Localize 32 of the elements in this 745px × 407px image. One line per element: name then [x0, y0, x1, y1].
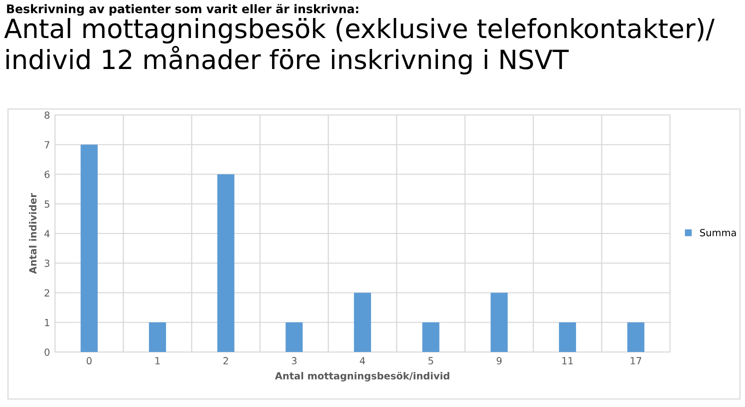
- x-tick-label: 4: [360, 357, 366, 364]
- legend-label: Summa: [700, 228, 736, 236]
- y-tick-label: 4: [44, 230, 50, 238]
- bar: [354, 292, 372, 352]
- bar: [80, 144, 98, 352]
- bar: [558, 322, 576, 352]
- x-tick-label: 5: [428, 357, 434, 364]
- y-axis-title: Antal individer: [28, 193, 37, 274]
- x-tick-label: 3: [292, 357, 296, 364]
- y-tick-label: 1: [45, 318, 50, 326]
- x-tick-label: 2: [223, 357, 228, 364]
- y-tick-label: 8: [44, 111, 50, 119]
- x-tick-label: 1: [155, 357, 160, 364]
- y-tick-label: 3: [44, 260, 50, 267]
- y-tick-label: 2: [44, 289, 50, 296]
- x-tick-label: 17: [630, 357, 642, 364]
- bar: [217, 174, 234, 352]
- x-axis-title: Antal mottagningsbesök/individ: [274, 372, 450, 382]
- chart-subtitle: Beskrivning av patienter som varit eller är inskrivna:: [7, 4, 358, 16]
- y-tick-label: 6: [44, 170, 50, 178]
- y-tick-label: 7: [44, 141, 50, 148]
- bar: [286, 322, 303, 352]
- x-tick-label: 9: [496, 357, 502, 364]
- x-tick-label: 0: [86, 357, 92, 364]
- y-tick-label: 0: [44, 348, 50, 356]
- bar: [627, 322, 644, 352]
- y-tick-label: 5: [44, 200, 50, 208]
- bar: [422, 322, 440, 352]
- chart-title: Antal mottagningsbesök (exklusive telefonkontakter)/ individ 12 månader före inskrivning i NSVT: [4, 18, 715, 75]
- bar: [490, 292, 508, 352]
- x-tick-label: 11: [562, 357, 573, 364]
- bar: [148, 322, 166, 352]
